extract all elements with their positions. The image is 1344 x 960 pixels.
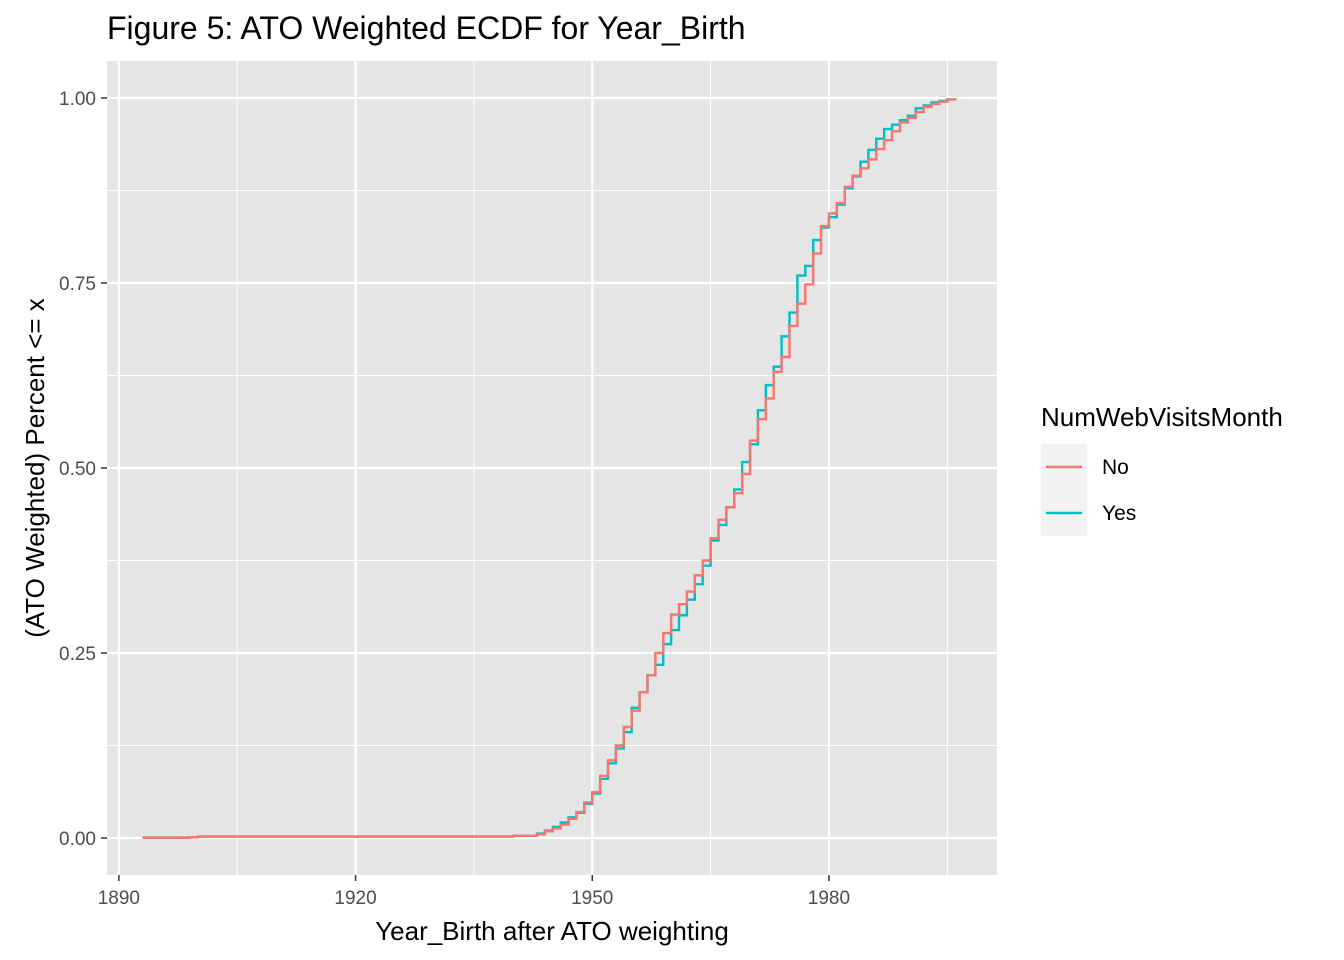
x-tick-label: 1920 [334,888,376,909]
legend-title: NumWebVisitsMonth [1041,402,1283,432]
y-tick-label: 0.00 [59,829,96,850]
y-tick-label: 1.00 [59,89,96,110]
series-line-no [142,98,957,839]
series-lines [142,98,957,839]
x-tick-label: 1980 [808,888,850,909]
y-tick-label: 0.25 [59,644,96,665]
x-axis-title: Year_Birth after ATO weighting [375,916,729,946]
legend-items: No Yes [1041,444,1136,536]
y-axis: 0.00 0.25 0.50 0.75 1.00 [59,89,107,850]
y-tick-label: 0.75 [59,274,96,295]
y-tick-label: 0.50 [59,459,96,480]
x-axis: 1890 1920 1950 1980 [98,875,850,909]
legend: NumWebVisitsMonth No Yes [1041,402,1283,536]
legend-label-no: No [1102,456,1129,479]
legend-label-yes: Yes [1102,502,1136,525]
x-tick-label: 1950 [571,888,613,909]
chart-title: Figure 5: ATO Weighted ECDF for Year_Bir… [107,10,746,46]
y-axis-title: (ATO Weighted) Percent <= x [20,298,50,638]
x-tick-label: 1890 [98,888,140,909]
gridlines [107,61,997,875]
